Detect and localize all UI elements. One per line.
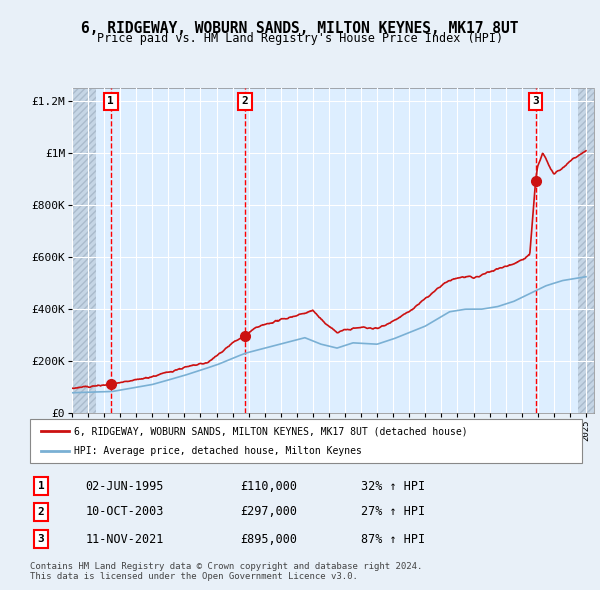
Bar (72, 88, 96, 413)
Text: £297,000: £297,000 (240, 505, 297, 519)
Text: 10-OCT-2003: 10-OCT-2003 (85, 505, 164, 519)
Text: 87% ↑ HPI: 87% ↑ HPI (361, 533, 425, 546)
Text: £110,000: £110,000 (240, 480, 297, 493)
Text: 2: 2 (38, 507, 44, 517)
Text: 6, RIDGEWAY, WOBURN SANDS, MILTON KEYNES, MK17 8UT: 6, RIDGEWAY, WOBURN SANDS, MILTON KEYNES… (81, 21, 519, 35)
Text: £895,000: £895,000 (240, 533, 297, 546)
Text: 1: 1 (107, 97, 114, 106)
Text: HPI: Average price, detached house, Milton Keynes: HPI: Average price, detached house, Milt… (74, 446, 362, 455)
FancyBboxPatch shape (30, 419, 582, 463)
Text: 2: 2 (242, 97, 248, 106)
Bar (578, 88, 600, 413)
Text: Contains HM Land Registry data © Crown copyright and database right 2024.: Contains HM Land Registry data © Crown c… (30, 562, 422, 571)
Text: 1: 1 (38, 481, 44, 491)
Text: This data is licensed under the Open Government Licence v3.0.: This data is licensed under the Open Gov… (30, 572, 358, 581)
Text: Price paid vs. HM Land Registry's House Price Index (HPI): Price paid vs. HM Land Registry's House … (97, 32, 503, 45)
Text: 27% ↑ HPI: 27% ↑ HPI (361, 505, 425, 519)
Text: 32% ↑ HPI: 32% ↑ HPI (361, 480, 425, 493)
Text: 02-JUN-1995: 02-JUN-1995 (85, 480, 164, 493)
Text: 3: 3 (532, 97, 539, 106)
Text: 11-NOV-2021: 11-NOV-2021 (85, 533, 164, 546)
Text: 6, RIDGEWAY, WOBURN SANDS, MILTON KEYNES, MK17 8UT (detached house): 6, RIDGEWAY, WOBURN SANDS, MILTON KEYNES… (74, 427, 468, 436)
Text: 3: 3 (38, 534, 44, 544)
